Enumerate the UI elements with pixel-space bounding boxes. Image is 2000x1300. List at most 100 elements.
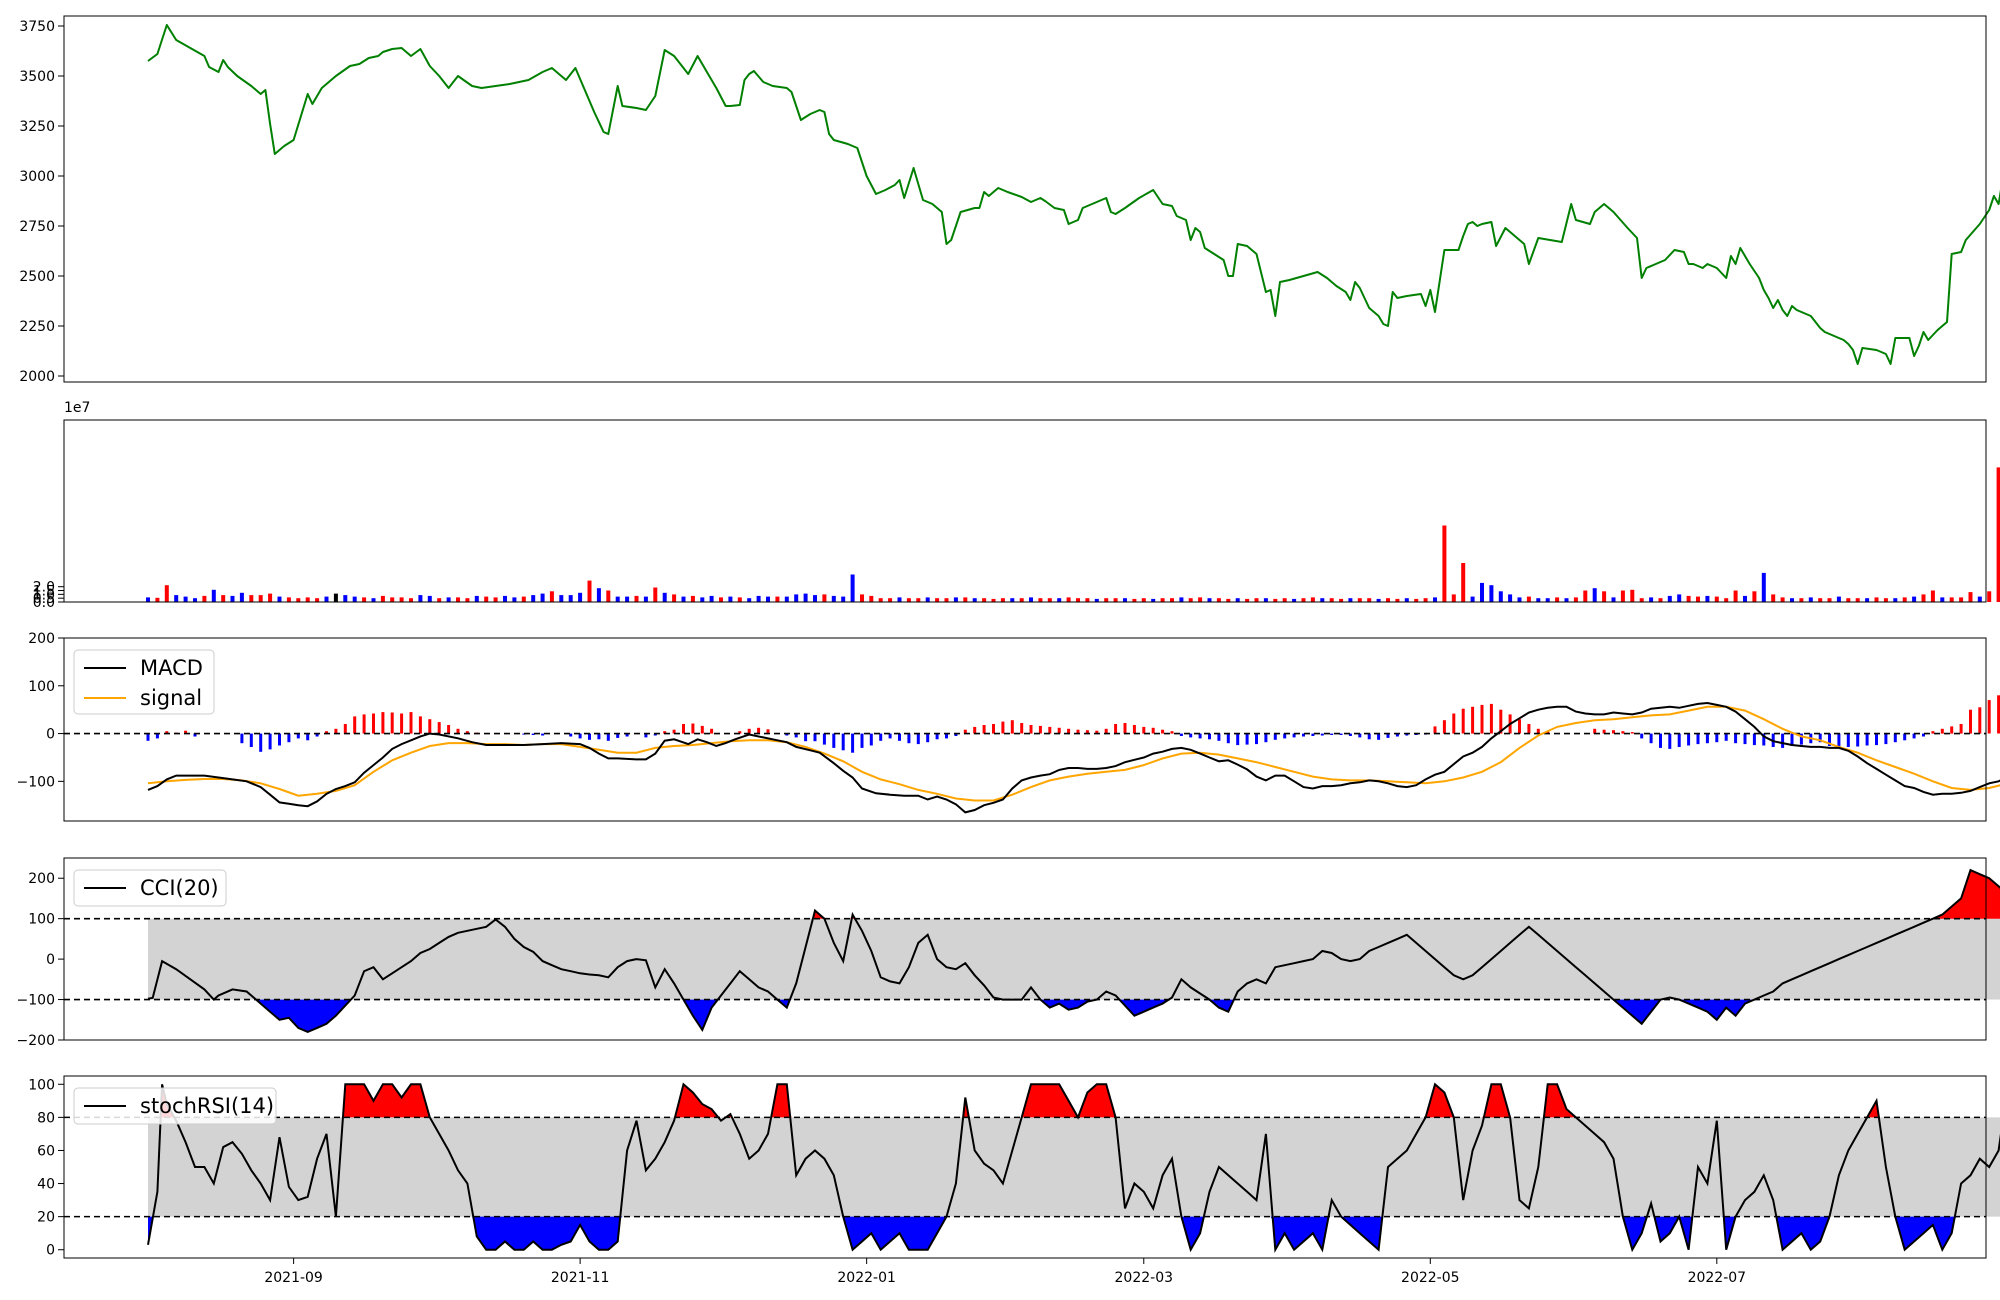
volume-bar bbox=[286, 597, 291, 602]
volume-bar bbox=[221, 595, 226, 602]
macd-hist-bar bbox=[1818, 733, 1822, 743]
macd-hist-bar bbox=[1255, 733, 1258, 745]
macd-hist-bar bbox=[381, 712, 385, 734]
macd-hist-bar bbox=[625, 733, 629, 737]
macd-legend-label-0: MACD bbox=[140, 656, 203, 680]
macd-hist-bar bbox=[1734, 733, 1738, 744]
macd-hist-bar bbox=[691, 723, 695, 734]
chart-text: 200022502500275030003250350037501e70.00.… bbox=[17, 19, 1747, 1286]
macd-hist-bar bbox=[1114, 724, 1118, 734]
volume-ytick-label: 2.0 bbox=[33, 580, 55, 596]
price-ytick-label: 2250 bbox=[19, 319, 55, 335]
macd-hist-bar bbox=[1640, 733, 1644, 739]
volume-bar bbox=[1198, 597, 1203, 602]
macd-hist-bar bbox=[259, 733, 263, 752]
macd-hist-bar bbox=[747, 728, 751, 734]
volume-bar bbox=[474, 595, 479, 602]
volume-bar bbox=[1592, 588, 1597, 602]
macd-hist-bar bbox=[1762, 733, 1766, 746]
volume-bar bbox=[1902, 597, 1907, 602]
volume-bar bbox=[1996, 467, 2000, 602]
macd-hist-bar bbox=[935, 733, 939, 740]
volume-bar bbox=[1113, 598, 1118, 602]
macd-hist-bar bbox=[1536, 728, 1540, 734]
macd-hist-bar bbox=[390, 712, 394, 734]
macd-hist-bar bbox=[1104, 728, 1108, 734]
macd-hist-bar bbox=[1170, 731, 1174, 734]
macd-hist-bar bbox=[418, 716, 422, 734]
macd-hist-bar bbox=[1367, 733, 1371, 740]
cci-neutral-band bbox=[148, 918, 2000, 1000]
volume-bar bbox=[1019, 598, 1024, 602]
macd-hist-bar bbox=[1395, 733, 1399, 737]
macd-hist-bar bbox=[1922, 733, 1925, 737]
macd-hist-bar bbox=[832, 733, 836, 748]
macd-hist-bar bbox=[682, 724, 685, 734]
volume-bar bbox=[1207, 598, 1212, 602]
volume-bar bbox=[1912, 596, 1917, 602]
volume-bar bbox=[681, 596, 686, 602]
macd-hist-bar bbox=[578, 733, 582, 739]
macd-hist-bar bbox=[1724, 733, 1728, 741]
volume-bar bbox=[249, 595, 254, 602]
macd-hist-bar bbox=[1292, 733, 1296, 738]
volume-bar bbox=[1808, 597, 1813, 602]
volume-bar bbox=[944, 598, 949, 602]
volume-bar bbox=[427, 595, 432, 602]
volume-ytick-label: 1.5 bbox=[33, 584, 55, 600]
macd-hist-bar bbox=[1217, 733, 1221, 741]
volume-bar bbox=[1301, 598, 1306, 602]
volume-bar bbox=[1000, 598, 1005, 602]
macd-hist-bar bbox=[1715, 733, 1719, 743]
volume-bar bbox=[794, 594, 799, 602]
macd-hist-bar bbox=[1593, 728, 1597, 734]
volume-bar bbox=[503, 595, 507, 602]
macd-line bbox=[147, 701, 2000, 814]
volume-bar bbox=[1226, 598, 1231, 602]
volume-bar bbox=[831, 595, 836, 602]
macd-hist-bar bbox=[841, 733, 845, 751]
macd-hist-bar bbox=[1893, 733, 1897, 743]
volume-bar bbox=[643, 596, 648, 602]
volume-bar bbox=[1677, 594, 1682, 602]
volume-bar bbox=[897, 597, 902, 602]
volume-bar bbox=[1893, 598, 1898, 602]
macd-hist-bar bbox=[456, 728, 460, 734]
macd-hist-bar bbox=[287, 733, 291, 743]
volume-bar bbox=[1667, 595, 1672, 602]
xtick-label: 2022-01 bbox=[837, 1270, 896, 1286]
cci-legend-box bbox=[73, 869, 227, 907]
volume-bar bbox=[1273, 598, 1278, 602]
volume-bar bbox=[1508, 594, 1513, 602]
volume-bar bbox=[1386, 598, 1390, 602]
macd-hist-bar bbox=[146, 733, 150, 741]
volume-bar bbox=[1714, 596, 1719, 602]
macd-hist-bar bbox=[1856, 733, 1860, 747]
volume-bar bbox=[211, 589, 216, 602]
volume-bar bbox=[719, 597, 723, 602]
macd-hist-bar bbox=[1067, 728, 1071, 734]
volume-bar bbox=[1639, 598, 1644, 602]
volume-bar bbox=[277, 596, 282, 602]
macd-hist-bar bbox=[372, 713, 375, 734]
macd-hist-bar bbox=[1029, 725, 1033, 734]
macd-hist-bar bbox=[155, 733, 159, 739]
macd-hist-bar bbox=[644, 733, 648, 738]
macd-ytick-label: 200 bbox=[28, 631, 55, 647]
volume-bar bbox=[399, 597, 404, 602]
macd-hist-bar bbox=[1273, 733, 1277, 740]
macd-hist-bar bbox=[879, 733, 883, 741]
macd-hist-bar bbox=[1405, 733, 1409, 736]
volume-bar bbox=[935, 598, 940, 602]
macd-hist-bar bbox=[672, 729, 676, 734]
volume-bar bbox=[1480, 582, 1484, 602]
volume-bar bbox=[324, 596, 329, 602]
volume-bar bbox=[268, 593, 273, 602]
macd-hist-bar bbox=[1903, 733, 1907, 741]
chart-frames bbox=[58, 15, 1987, 1264]
cci-ytick-label: 100 bbox=[28, 912, 55, 928]
volume-bar bbox=[1545, 598, 1550, 602]
macd-hist-bar bbox=[1095, 730, 1099, 734]
